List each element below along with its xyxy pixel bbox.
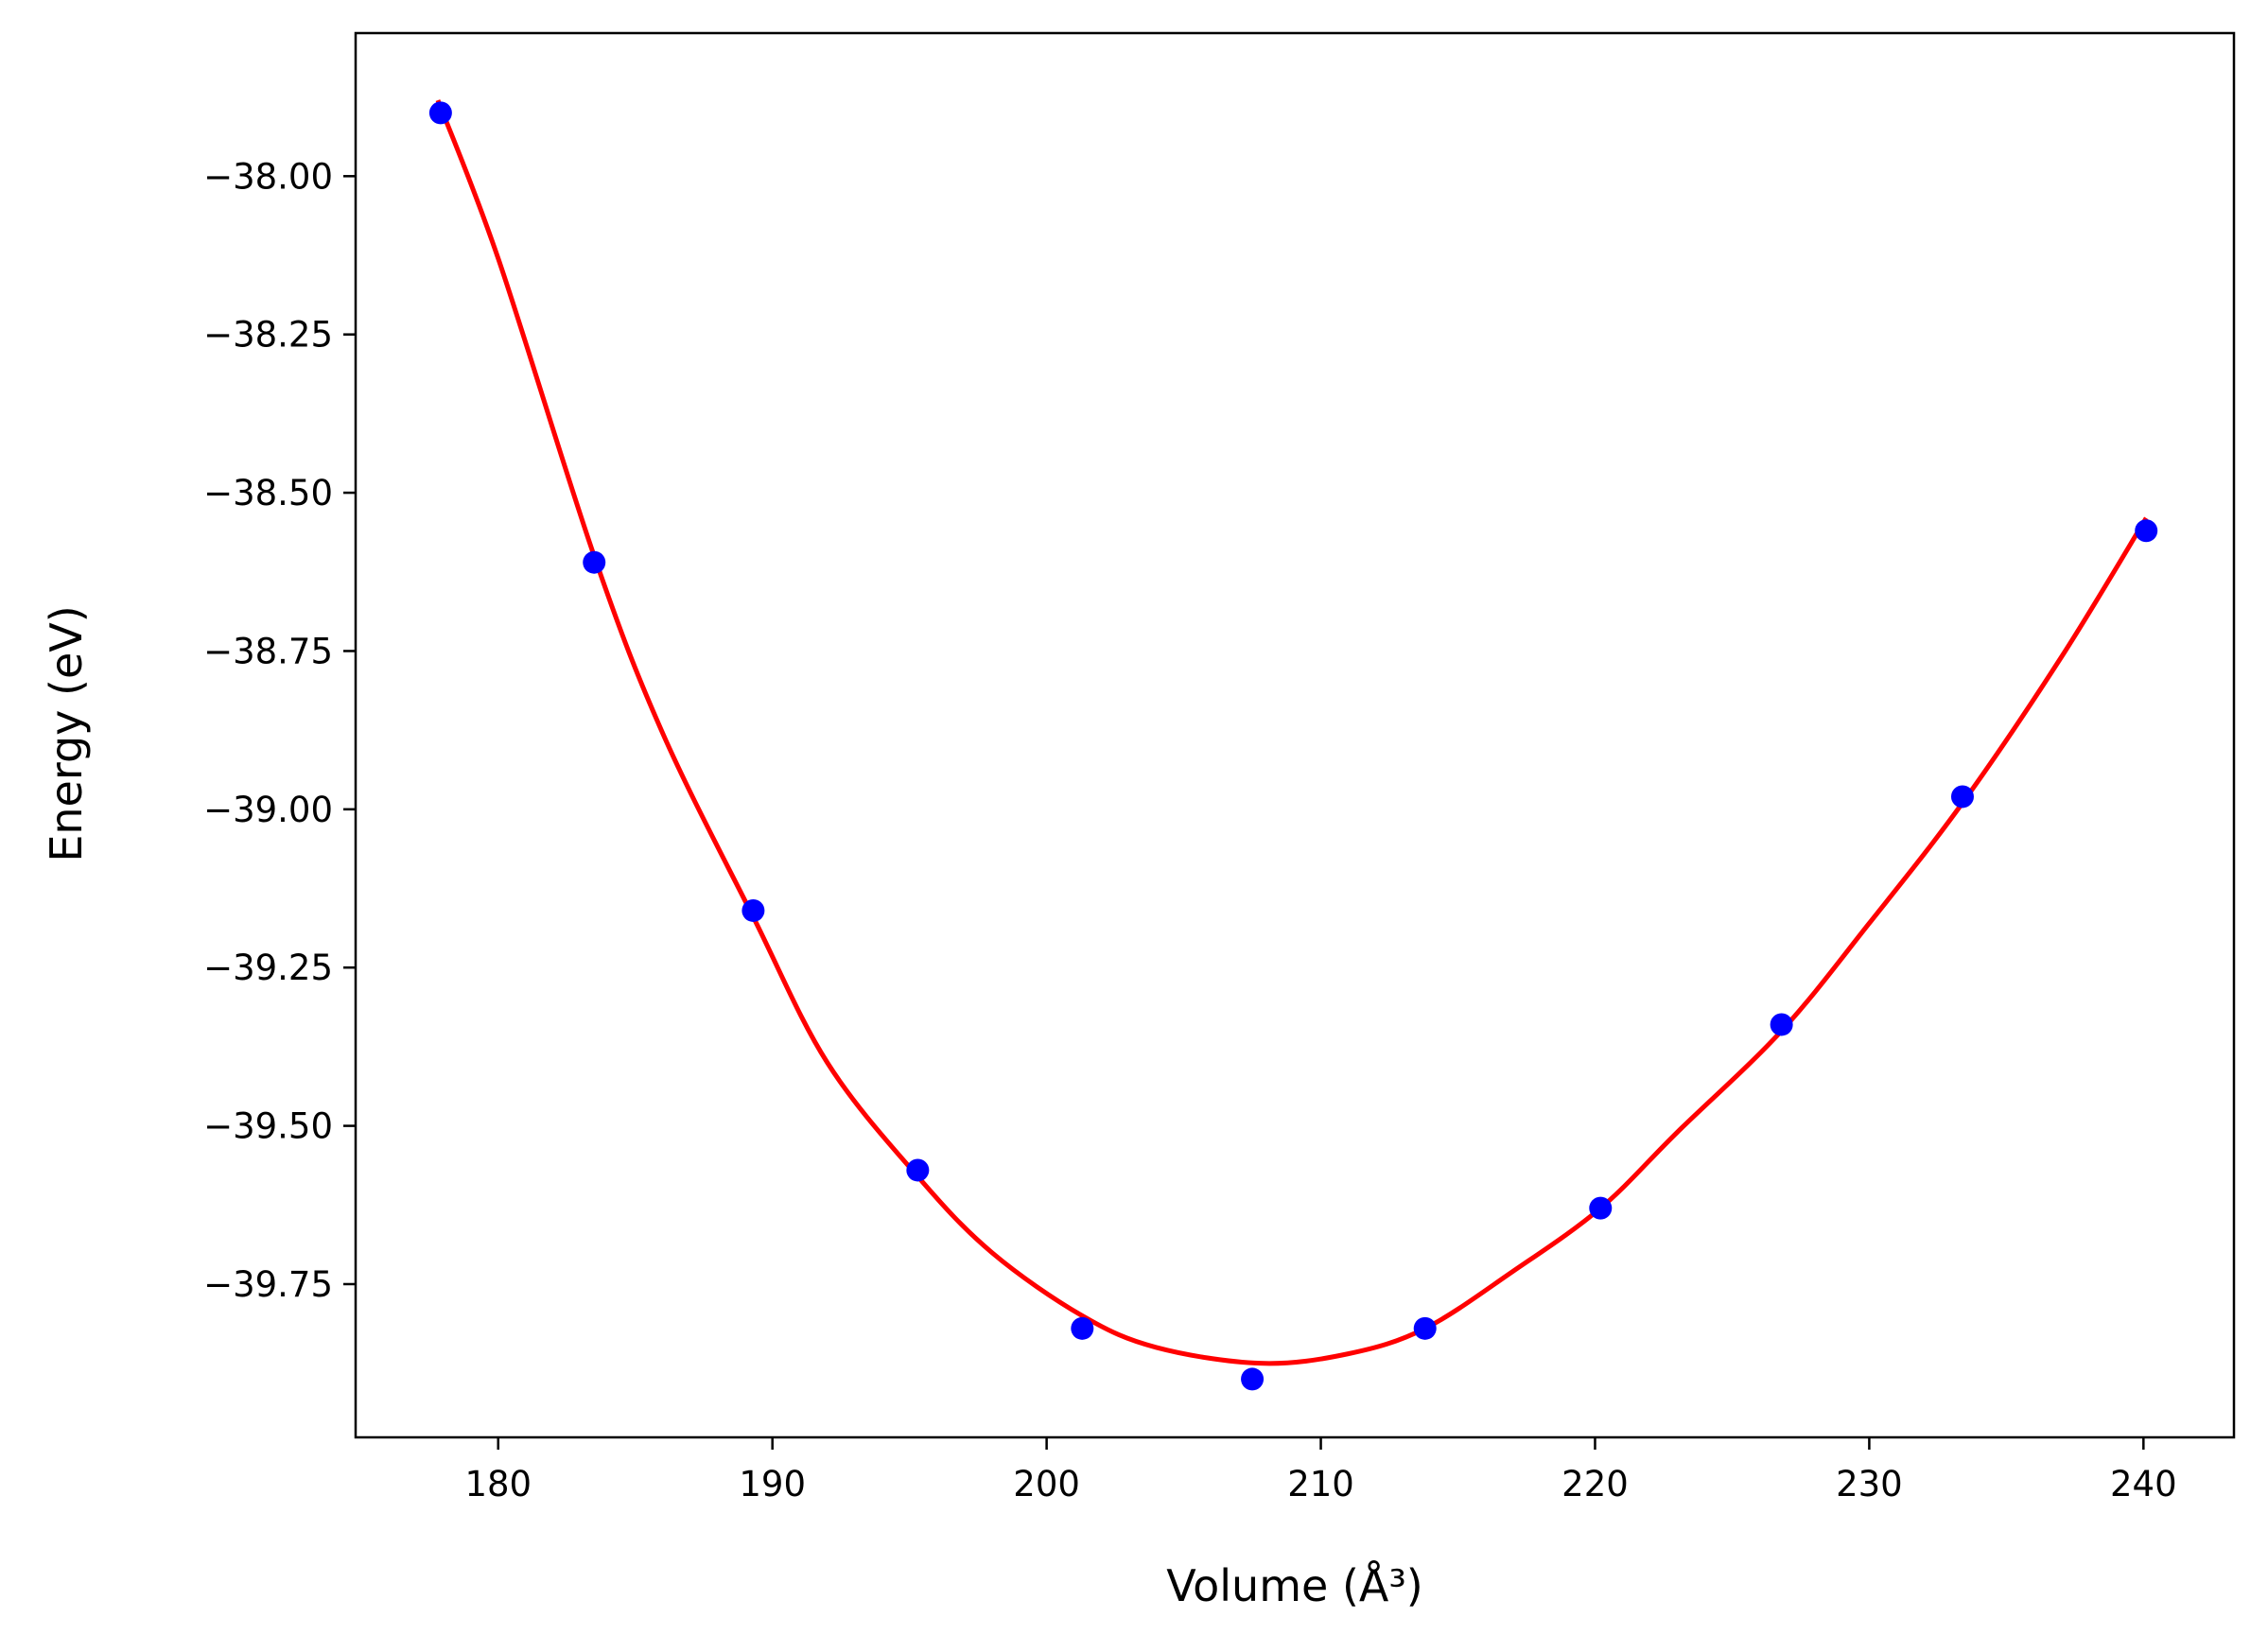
y-tick-label: −38.50 (203, 473, 333, 513)
y-tick-label: −39.75 (203, 1264, 333, 1305)
x-tick-label: 240 (2110, 1464, 2177, 1504)
y-tick-label: −38.00 (203, 156, 333, 197)
data-point (1589, 1196, 1613, 1220)
data-point (2135, 519, 2158, 543)
fit-curve-layer (435, 99, 2149, 1366)
data-point (428, 101, 452, 125)
fit-curve-line (435, 99, 2149, 1366)
data-point (583, 550, 606, 574)
x-tick-label: 200 (1013, 1464, 1080, 1504)
y-axis-ticks: −38.00 −38.25 −38.50 −38.75 −39.00 −39.25 −39.… (203, 156, 356, 1305)
y-tick-label: −39.50 (203, 1106, 333, 1147)
plot-area (354, 31, 2236, 1439)
y-tick-label: −39.00 (203, 790, 333, 830)
x-tick-label: 180 (464, 1464, 532, 1504)
x-axis-ticks: 180 190 200 210 220 230 240 (464, 1437, 2177, 1504)
x-axis-label: Volume (Å³) (1166, 1560, 1423, 1611)
x-tick-label: 190 (739, 1464, 806, 1504)
y-tick-label: −39.25 (203, 948, 333, 988)
y-axis-label: Energy (eV) (41, 605, 92, 861)
data-point (741, 898, 765, 922)
x-tick-label: 210 (1287, 1464, 1354, 1504)
data-points-layer (428, 101, 2158, 1391)
data-point (1413, 1316, 1437, 1340)
data-point (1770, 1013, 1793, 1036)
data-point (906, 1158, 930, 1182)
y-tick-label: −38.75 (203, 631, 333, 671)
plot-border (354, 31, 2236, 1439)
y-tick-label: −38.25 (203, 315, 333, 356)
data-point (1950, 785, 1974, 809)
data-point (1241, 1367, 1265, 1391)
x-tick-label: 230 (1836, 1464, 1903, 1504)
data-point (1071, 1316, 1094, 1340)
x-tick-label: 220 (1561, 1464, 1629, 1504)
